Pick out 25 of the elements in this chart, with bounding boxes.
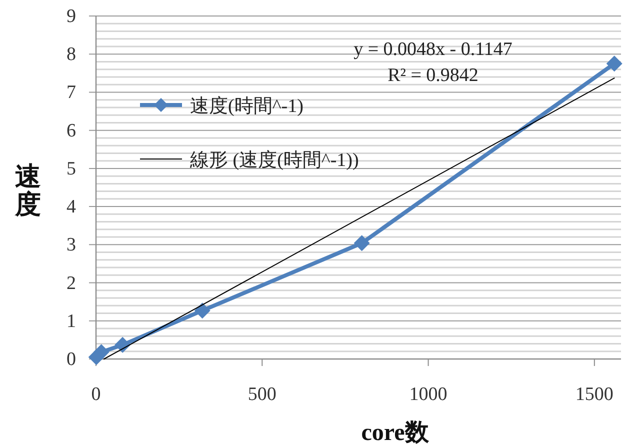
point — [606, 56, 622, 72]
y-tick-label: 4 — [66, 196, 76, 218]
x-tick-label: 500 — [248, 384, 276, 405]
point — [93, 344, 110, 360]
x-tick-label: 0 — [91, 384, 101, 405]
y-tick-label: 5 — [66, 158, 76, 180]
x-tick-label: 1500 — [575, 384, 614, 405]
y-tick-label: 7 — [66, 82, 76, 104]
y-tick-label: 2 — [66, 272, 76, 294]
legend-label: 線形 (速度(時間^-1)) — [189, 149, 359, 171]
point — [354, 235, 370, 252]
point — [194, 302, 210, 319]
x-tick-label: 1000 — [409, 384, 448, 405]
annotation: R² = 0.9842 — [388, 65, 478, 86]
y-axis-title: 速度 — [14, 162, 41, 219]
annotation: y = 0.0048x - 0.1147 — [354, 39, 512, 60]
point — [114, 336, 131, 353]
x-axis-title: core数 — [361, 420, 430, 446]
y-tick-label: 9 — [66, 6, 76, 27]
y-tick-label: 3 — [66, 234, 76, 256]
y-tick-label: 1 — [66, 310, 76, 332]
y-tick-label: 6 — [66, 120, 76, 142]
y-tick-label: 0 — [66, 349, 76, 370]
legend-label: 速度(時間^-1) — [190, 95, 304, 117]
y-tick-label: 8 — [66, 44, 76, 66]
